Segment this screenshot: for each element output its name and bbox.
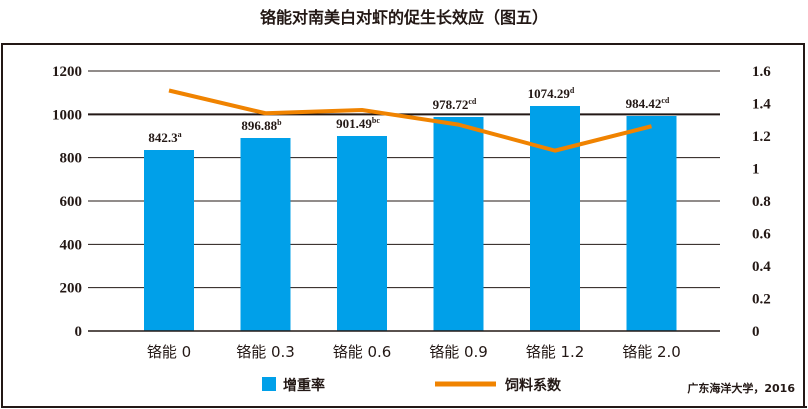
bar-value-label: 901.49bc [336,116,380,131]
x-axis-label: 铬能 0 [147,343,191,361]
left-axis-tick: 400 [60,237,83,253]
legend-bar-label: 增重率 [283,377,325,394]
bar-value-label: 842.3a [148,130,181,145]
right-axis-tick: 0.2 [752,292,771,308]
x-axis-label: 铬能 1.2 [526,343,585,361]
right-axis-tick: 1.4 [752,97,771,113]
left-axis-tick: 1000 [52,107,82,123]
right-axis-tick: 0 [752,324,760,340]
bar-value-label: 896.88b [241,118,282,133]
left-axis-tick: 200 [60,281,83,297]
x-axis-label: 铬能 2.0 [622,343,681,361]
chart-frame [1,43,805,407]
x-axis-label: 铬能 0.9 [429,343,488,361]
feed-coefficient-line [168,88,652,153]
left-axis-tick: 600 [60,194,83,210]
chart-title: 铬能对南美白对虾的促生长效应（图五） [259,8,548,27]
right-axis-tick: 0.6 [752,227,771,243]
left-axis-tick: 1200 [52,64,82,80]
right-axis-tick: 1 [752,162,760,178]
bar [337,136,387,331]
x-axis-label: 铬能 0.6 [333,343,392,361]
bar-value-label: 1074.29d [528,86,575,101]
bar [240,138,291,331]
x-axis-label: 铬能 0.3 [236,343,295,361]
bar [626,116,677,331]
right-axis-tick: 1.6 [752,64,771,80]
bar [530,106,580,331]
bar [144,150,194,331]
right-axis-tick: 0.8 [752,194,771,210]
legend-bar-swatch [262,377,276,391]
right-axis-tick: 1.2 [752,129,771,145]
legend-line-label: 饲料系数 [504,377,562,394]
bar [433,117,484,331]
source-credit: 广东海洋大学，2016 [687,381,795,395]
right-axis-tick: 0.4 [752,259,771,275]
bar-value-label: 984.42cd [626,96,670,111]
left-axis-tick: 800 [60,151,83,167]
bar-value-label: 978.72cd [433,97,477,112]
chart-frame-bottom [1,406,807,408]
left-axis-tick: 0 [75,324,83,340]
